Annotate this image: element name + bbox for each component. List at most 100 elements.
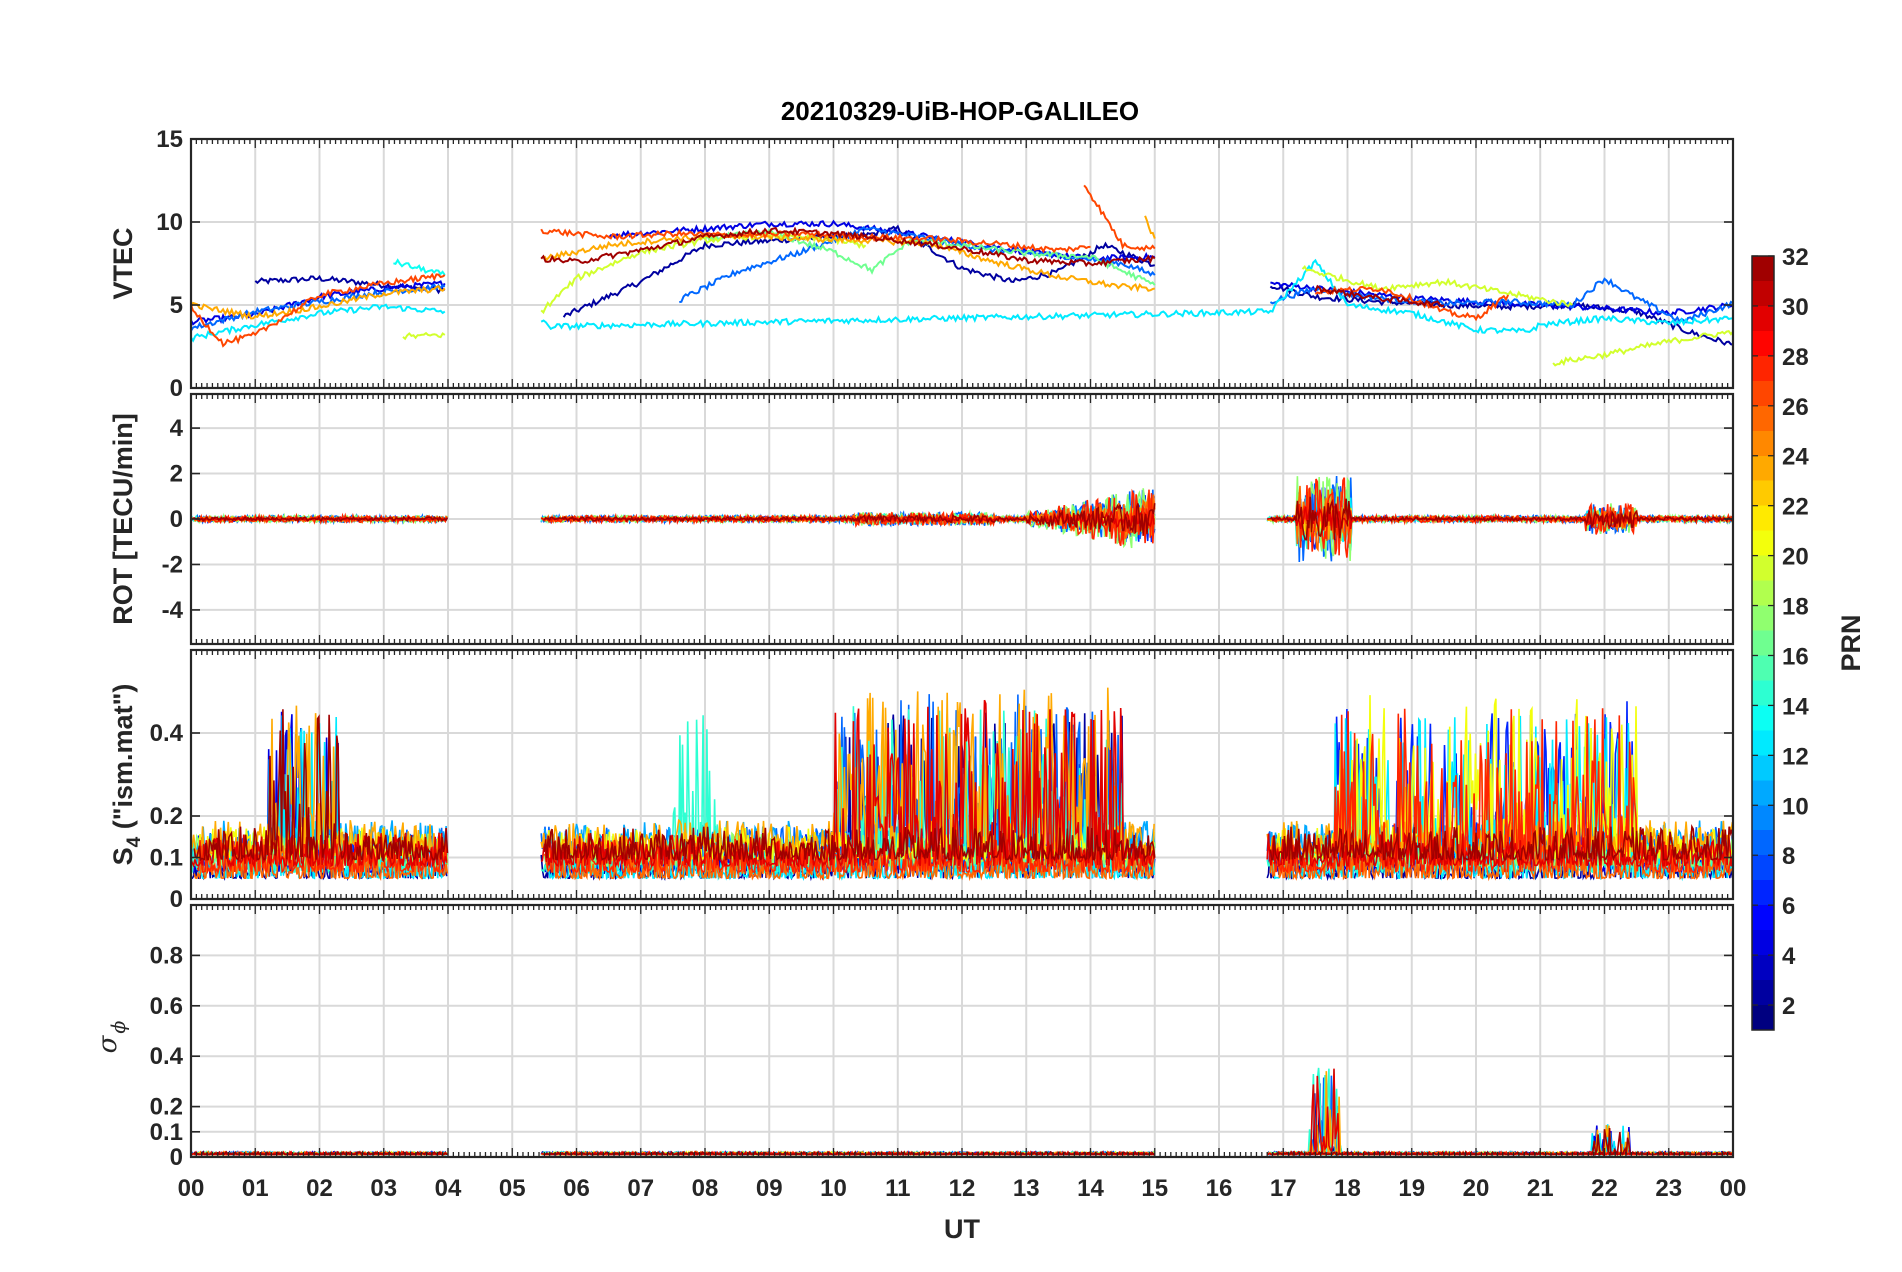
x-tick-label: 08 bbox=[692, 1175, 719, 1202]
chart-title: 20210329-UiB-HOP-GALILEO bbox=[781, 96, 1139, 126]
label-main: σ bbox=[93, 1034, 123, 1053]
y-axis-label: S4 ("ism.mat") bbox=[108, 684, 145, 866]
series-line-prn-8 bbox=[1269, 277, 1733, 324]
x-tick-label: 06 bbox=[563, 1175, 590, 1202]
series-line-prn-2 bbox=[1269, 283, 1733, 346]
vtec-data bbox=[191, 184, 1733, 367]
x-axis: 00 01 02 03 04 05 06 07 08 09 10 11 12 13 14 15 16 17 18 19… bbox=[178, 1175, 1747, 1244]
colorbar-tick-label: 24 bbox=[1782, 444, 1809, 471]
series-line-prn-26 bbox=[1083, 184, 1156, 252]
y-tick-label: 5 bbox=[170, 292, 183, 319]
series-line-prn-23 bbox=[191, 284, 446, 320]
x-tick-label: 14 bbox=[1077, 1175, 1104, 1202]
y-tick-label: 2 bbox=[170, 461, 183, 488]
y-tick-label: 0 bbox=[170, 1144, 183, 1171]
x-tick-label: 01 bbox=[242, 1175, 269, 1202]
label-sub: ϕ bbox=[108, 1021, 130, 1034]
colorbar-tick-label: 18 bbox=[1782, 594, 1809, 621]
y-tick-label: 10 bbox=[156, 209, 183, 236]
series-line-prn-19 bbox=[1301, 264, 1574, 308]
y-tick-label: -4 bbox=[162, 597, 184, 624]
x-tick-label: 15 bbox=[1141, 1175, 1168, 1202]
colorbar-tick-label: 12 bbox=[1782, 743, 1809, 770]
colorbar-tick-label: 10 bbox=[1782, 793, 1809, 820]
y-tick-label: 0.4 bbox=[150, 720, 184, 747]
series-line-prn-19 bbox=[1552, 329, 1733, 367]
x-axis-label: UT bbox=[944, 1214, 980, 1244]
label-sub: 4 bbox=[124, 836, 145, 847]
y-tick-label: 0.8 bbox=[150, 942, 183, 969]
x-tick-label: 23 bbox=[1655, 1175, 1682, 1202]
x-tick-label: 02 bbox=[306, 1175, 333, 1202]
y-tick-label: 0.6 bbox=[150, 993, 183, 1020]
s4-trace-prn-31 bbox=[193, 709, 1733, 863]
colorbar-tick-label: 6 bbox=[1782, 893, 1795, 920]
x-tick-label: 18 bbox=[1334, 1175, 1361, 1202]
colorbar-tick-label: 2 bbox=[1782, 993, 1795, 1020]
colorbar-tick-label: 28 bbox=[1782, 344, 1809, 371]
series-line-prn-26 bbox=[1314, 285, 1510, 322]
colorbar-tick-label: 22 bbox=[1782, 494, 1809, 521]
series-line-prn-23 bbox=[543, 232, 1156, 293]
y-tick-label: 0.2 bbox=[150, 803, 183, 830]
y-tick-label: 0.1 bbox=[150, 845, 183, 872]
colorbar-bar bbox=[1751, 255, 1775, 1031]
x-tick-label: 04 bbox=[435, 1175, 462, 1202]
series-line-prn-12 bbox=[540, 258, 1733, 335]
colorbar-tick-label: 16 bbox=[1782, 643, 1809, 670]
x-tick-label: 03 bbox=[370, 1175, 397, 1202]
s4-data bbox=[191, 687, 1733, 882]
colorbar-tick-label: 30 bbox=[1782, 294, 1809, 321]
x-tick-label: 09 bbox=[756, 1175, 783, 1202]
y-axis-label: σϕ bbox=[93, 1021, 130, 1054]
panel-sigma_phi: 00.10.2 0.4 0.6 0.8 σϕ bbox=[93, 903, 1735, 1171]
rot-trace-prn-31 bbox=[193, 496, 1733, 541]
series-line-prn-13 bbox=[393, 258, 446, 276]
label-main: S bbox=[108, 847, 138, 865]
y-tick-label: 0.4 bbox=[150, 1043, 184, 1070]
panel-rot: -4 -2 0 2 4 ROT [TECU/min] bbox=[108, 392, 1735, 646]
x-tick-label: 22 bbox=[1591, 1175, 1618, 1202]
rot-data bbox=[191, 475, 1733, 563]
x-tick-label: 16 bbox=[1206, 1175, 1233, 1202]
y-tick-label: 0 bbox=[170, 506, 183, 533]
x-tick-label: 19 bbox=[1398, 1175, 1425, 1202]
y-tick-label: 0 bbox=[170, 886, 183, 913]
y-axis-label: VTEC bbox=[108, 227, 138, 299]
x-tick-label: 00 bbox=[1720, 1175, 1747, 1202]
colorbar-label: PRN bbox=[1836, 614, 1866, 671]
colorbar-tick-label: 20 bbox=[1782, 544, 1809, 571]
x-tick-label: 05 bbox=[499, 1175, 526, 1202]
x-tick-label: 07 bbox=[627, 1175, 654, 1202]
series-line-prn-31 bbox=[540, 226, 1156, 268]
x-tick-label: 20 bbox=[1463, 1175, 1490, 1202]
series-line-prn-31 bbox=[1314, 284, 1445, 309]
series-line-prn-19 bbox=[402, 331, 446, 341]
series-line-prn-12 bbox=[191, 303, 446, 343]
y-tick-label: 0.2 bbox=[150, 1094, 183, 1121]
sigma_phi-trace-prn-12 bbox=[197, 1124, 1733, 1157]
colorbar-tick-label: 26 bbox=[1782, 394, 1809, 421]
label-rest: ("ism.mat") bbox=[108, 684, 138, 837]
colorbar-tick-label: 32 bbox=[1782, 244, 1809, 271]
y-tick-label: -2 bbox=[162, 551, 183, 578]
panel-s4: 00.10.20.4S4 ("ism.mat") bbox=[108, 648, 1735, 913]
x-tick-label: 17 bbox=[1270, 1175, 1297, 1202]
panel-vtec: 0 5 10 15 VTEC bbox=[108, 126, 1735, 402]
series-line-prn-23 bbox=[1144, 215, 1156, 239]
sigma_phi-trace-prn-4 bbox=[194, 1125, 1733, 1157]
y-tick-label: 0 bbox=[170, 375, 183, 402]
y-axis-label: ROT [TECU/min] bbox=[108, 413, 138, 624]
y-tick-label: 0.1 bbox=[150, 1119, 183, 1146]
colorbar-tick-label: 14 bbox=[1782, 693, 1809, 720]
colorbar-tick-label: 8 bbox=[1782, 843, 1795, 870]
y-tick-label: 15 bbox=[156, 126, 183, 153]
x-tick-label: 00 bbox=[178, 1175, 205, 1202]
x-tick-label: 21 bbox=[1527, 1175, 1554, 1202]
x-tick-label: 11 bbox=[885, 1175, 910, 1202]
series-line-prn-26 bbox=[191, 272, 446, 348]
x-tick-label: 13 bbox=[1013, 1175, 1040, 1202]
